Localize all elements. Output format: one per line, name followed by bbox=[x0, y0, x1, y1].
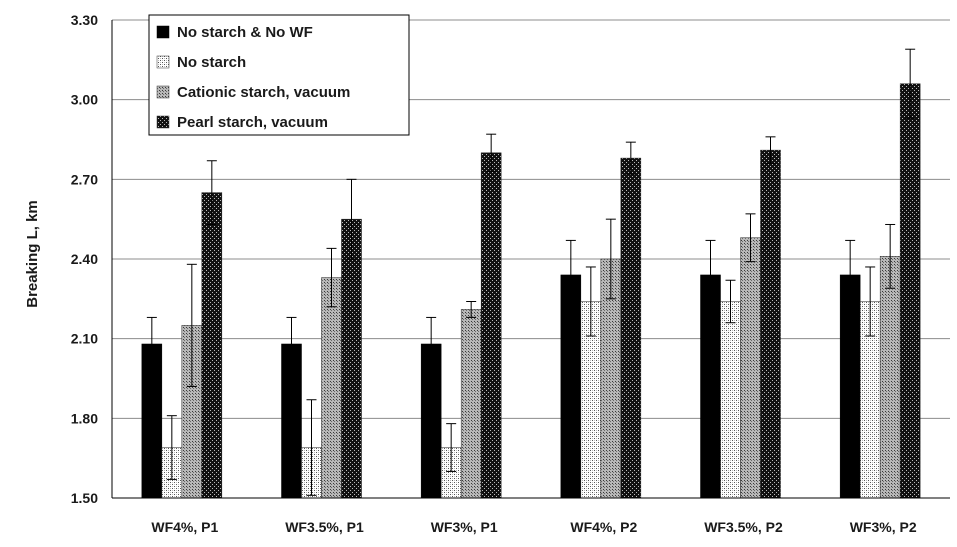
legend-label: Pearl starch, vacuum bbox=[177, 114, 328, 131]
bar-dark-checker bbox=[201, 192, 223, 499]
legend-swatch-light-dotted bbox=[156, 55, 170, 69]
legend-label: Cationic starch, vacuum bbox=[177, 84, 350, 101]
bar-medium-dotted bbox=[460, 309, 482, 499]
bar-light-dotted bbox=[720, 301, 741, 499]
x-tick-label: WF3.5%, P2 bbox=[704, 519, 783, 535]
legend-label: No starch bbox=[177, 54, 246, 71]
bar-dark-checker bbox=[620, 157, 642, 499]
x-tick-label: WF3%, P2 bbox=[850, 519, 917, 535]
legend-box bbox=[148, 14, 410, 136]
y-axis-title: Breaking L, km bbox=[24, 200, 41, 308]
y-tick-label: 3.30 bbox=[71, 12, 98, 28]
legend-swatch-dark-checker bbox=[156, 115, 170, 129]
bar-medium-dotted bbox=[740, 237, 761, 499]
bar-medium-dotted bbox=[879, 256, 901, 499]
legend: No starch & No WF No starch Cationic starc… bbox=[148, 14, 410, 136]
y-tick-label: 2.10 bbox=[71, 331, 98, 347]
bars bbox=[141, 83, 921, 499]
x-tick-label: WF4%, P1 bbox=[151, 519, 218, 535]
x-tick-label: WF3.5%, P1 bbox=[285, 519, 364, 535]
y-tick-label: 3.00 bbox=[71, 92, 98, 108]
x-tick-label: WF4%, P2 bbox=[570, 519, 637, 535]
y-tick-label: 2.70 bbox=[71, 171, 98, 187]
y-tick-label: 1.80 bbox=[71, 410, 98, 426]
y-tick-label: 2.40 bbox=[71, 251, 98, 267]
legend-swatch-solid-black bbox=[156, 25, 170, 39]
bar-dark-checker bbox=[760, 149, 781, 499]
error-bars bbox=[146, 48, 916, 496]
x-tick-label: WF3%, P1 bbox=[431, 519, 498, 535]
y-tick-label: 1.50 bbox=[71, 490, 98, 506]
bar-dark-checker bbox=[480, 152, 502, 499]
bar-dark-checker bbox=[341, 218, 362, 499]
bar-dark-checker bbox=[899, 83, 921, 499]
legend-swatch-medium-dotted bbox=[156, 85, 170, 99]
legend-label: No starch & No WF bbox=[177, 24, 313, 41]
axes: 1.50 1.80 2.10 2.40 2.70 3.00 3.30 Breaking L, … bbox=[24, 12, 950, 535]
bar-medium-dotted bbox=[321, 277, 342, 499]
